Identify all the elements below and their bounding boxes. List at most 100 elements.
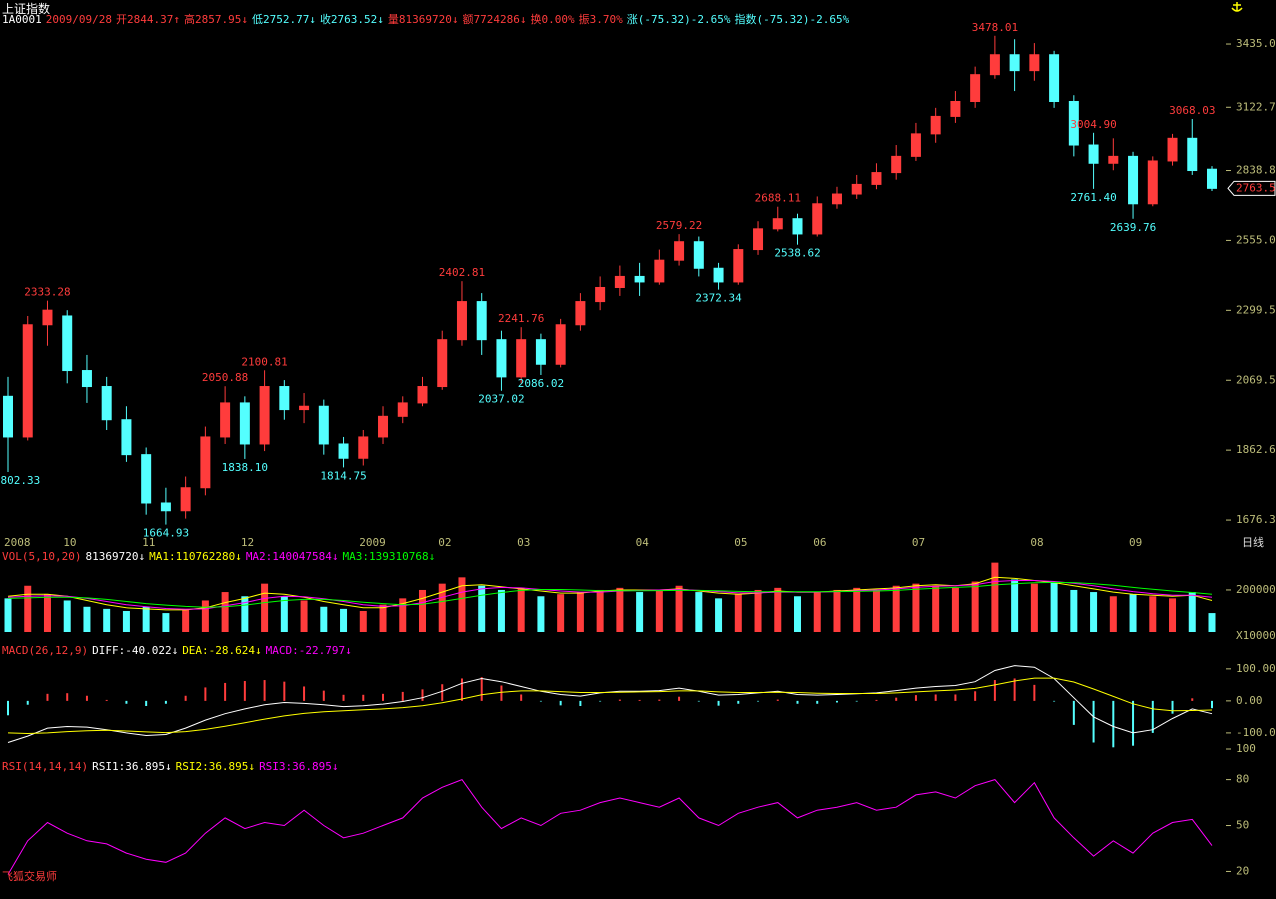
last-price-box — [1227, 180, 1276, 196]
high-label: 3004.90 — [1070, 118, 1116, 131]
volume-bar — [201, 600, 209, 632]
candle-body — [1167, 137, 1178, 162]
candle-body — [614, 275, 625, 288]
high-label: 2050.88 — [202, 371, 248, 384]
x-tick-label: 2009 — [359, 536, 386, 549]
volume-bar — [458, 577, 466, 632]
x-tick-label: 07 — [912, 536, 925, 549]
x-tick-label: 06 — [813, 536, 826, 549]
chart-title: 上证指数 — [2, 2, 51, 16]
dea-line — [7, 677, 1213, 735]
volume-bar — [261, 583, 269, 632]
high-label: 2333.28 — [24, 286, 70, 299]
volume-bar — [280, 596, 288, 632]
volume-bar — [241, 596, 249, 632]
volume-bar — [655, 589, 663, 632]
candle-body — [220, 402, 231, 438]
y-tick-label: 200000 — [1236, 583, 1276, 596]
header-item: MACD:-22.797↓ — [265, 644, 352, 657]
x-tick-label: 04 — [636, 536, 650, 549]
volume-bar — [1169, 598, 1177, 632]
header-item: RSI2:36.895↓ — [175, 760, 256, 773]
volume-bar — [24, 585, 32, 632]
header-item: RSI(14,14,14) — [2, 760, 89, 773]
volume-bar — [576, 592, 584, 632]
candle-body — [160, 502, 171, 512]
candle-body — [22, 324, 33, 438]
low-label: 2037.02 — [478, 393, 524, 406]
header-item: 量81369720↓ — [387, 13, 459, 26]
rsi-line — [7, 778, 1213, 875]
candle-body — [476, 301, 487, 341]
volume-bar — [438, 583, 446, 632]
header-item: DIFF:-40.022↓ — [92, 644, 179, 657]
header-item: 1A0001 — [2, 13, 42, 26]
y-tick-label: 2555.0 — [1236, 233, 1276, 246]
header-item: MACD(26,12,9) — [2, 644, 89, 657]
y-tick-label: 2838.8 — [1236, 164, 1276, 177]
high-label: 2241.76 — [498, 312, 544, 325]
volume-bar — [754, 589, 762, 632]
candle-body — [121, 419, 132, 456]
header-item: 收2763.52↓ — [319, 13, 384, 26]
x-tick-label: 03 — [517, 536, 530, 549]
volume-bar — [221, 592, 229, 632]
candle-body — [81, 370, 92, 388]
unit-label: X10000 — [1236, 629, 1276, 642]
candle-body — [634, 275, 645, 283]
volume-bar — [478, 585, 486, 632]
volume-bar — [794, 596, 802, 632]
candle-body — [1128, 155, 1139, 205]
volume-bar — [1208, 613, 1216, 632]
volume-bar — [774, 587, 782, 632]
volume-bar — [853, 587, 861, 632]
volume-bar — [418, 589, 426, 632]
high-label: 3068.03 — [1169, 104, 1215, 117]
candle-body — [555, 324, 566, 365]
volume-bar — [912, 583, 920, 632]
volume-bar — [833, 589, 841, 632]
y-tick-label: 100 — [1236, 742, 1256, 755]
header-item: DEA:-28.624↓ — [182, 644, 262, 657]
anchor-icon — [1231, 2, 1243, 12]
y-tick-label: 1862.6 — [1236, 443, 1276, 456]
volume-bar — [1030, 583, 1038, 632]
x-tick-label: 05 — [734, 536, 747, 549]
volume-ma-line — [7, 581, 1213, 608]
volume-bar — [359, 610, 367, 632]
header-item: RSI3:36.895↓ — [259, 760, 339, 773]
y-tick-label: 1676.3 — [1236, 513, 1276, 526]
volume-bar — [1011, 579, 1019, 632]
volume-bar — [1050, 581, 1058, 632]
header-item: 开2844.37↑ — [115, 13, 180, 26]
candle-body — [575, 301, 586, 326]
candle-body — [279, 386, 290, 411]
volume-bar — [320, 606, 328, 632]
candle-body — [239, 402, 250, 445]
volume-bar — [932, 585, 940, 632]
candle-body — [693, 241, 704, 269]
volume-bar — [162, 613, 170, 632]
candle-body — [437, 339, 448, 388]
candle-body — [674, 241, 685, 261]
candle-body — [713, 267, 724, 283]
candle-body — [871, 172, 882, 185]
candle-body — [792, 218, 803, 235]
candle-body — [3, 395, 13, 438]
volume-bar — [1188, 592, 1196, 632]
y-tick-label: 3435.0 — [1236, 37, 1276, 50]
volume-bar — [1109, 596, 1117, 632]
x-tick-label: 09 — [1129, 536, 1142, 549]
x-tick-label: 08 — [1030, 536, 1043, 549]
x-tick-label: 11 — [142, 536, 155, 549]
header-item: 低2752.77↓ — [251, 13, 316, 26]
candle-body — [891, 155, 902, 174]
x-tick-label: 2008 — [4, 536, 31, 549]
volume-bar — [122, 610, 130, 632]
volume-bar — [892, 585, 900, 632]
volume-bar — [340, 608, 348, 632]
volume-bar — [675, 585, 683, 632]
high-label: 2402.81 — [439, 266, 485, 279]
candle-body — [358, 436, 369, 459]
